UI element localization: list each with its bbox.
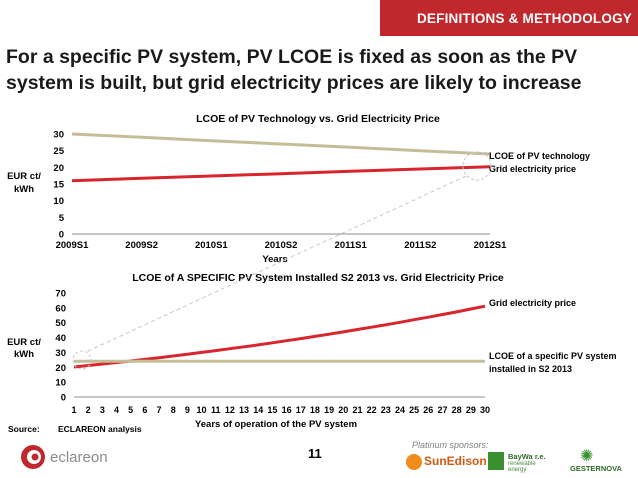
y-tick-label: 5: [59, 213, 65, 224]
x-tick-label: 27: [437, 405, 447, 415]
series-line: [71, 165, 491, 183]
y-tick-label: 0: [61, 393, 66, 404]
chart-title: LCOE of PV Technology vs. Grid Electrici…: [196, 113, 440, 125]
y-tick-label: 20: [55, 363, 66, 374]
x-tick-label: 21: [352, 405, 362, 415]
x-tick-label: 26: [423, 405, 433, 415]
y-axis-label: EUR ct/: [7, 337, 41, 348]
x-tick-label: 16: [282, 405, 292, 415]
series-label: Grid electricity price: [489, 164, 576, 174]
x-tick-label: 14: [253, 405, 263, 415]
x-tick-label: 2009S2: [125, 240, 158, 251]
eclareon-logo-text: eclareon: [50, 449, 108, 466]
y-tick-label: 20: [53, 163, 64, 174]
section-banner: DEFINITIONS & METHODOLOGY: [380, 0, 638, 36]
baywa-logo-text: BayWa r.e.: [508, 452, 546, 461]
x-tick-label: 13: [239, 405, 249, 415]
eclareon-logo: eclareon: [20, 444, 130, 474]
x-tick-label: 12: [225, 405, 235, 415]
y-tick-label: 50: [55, 318, 66, 329]
series-line: [71, 132, 491, 156]
x-tick-label: 17: [296, 405, 306, 415]
x-tick-label: 7: [157, 405, 162, 415]
baywa-logo-subtext: renewable energy: [508, 461, 536, 473]
series-label: installed in S2 2013: [489, 364, 572, 374]
series-label: LCOE of a specific PV system: [489, 351, 617, 361]
x-tick-label: 22: [367, 405, 377, 415]
page-title: For a specific PV system, PV LCOE is fix…: [6, 46, 582, 94]
x-axis-label: Years of operation of the PV system: [195, 419, 357, 430]
series-label: Grid electricity price: [489, 298, 576, 308]
x-tick-label: 8: [171, 405, 176, 415]
star-icon: ✺: [580, 448, 594, 465]
x-tick-label: 25: [409, 405, 419, 415]
source-value: ECLAREON analysis: [58, 424, 142, 434]
y-tick-label: 15: [53, 180, 64, 191]
x-tick-label: 11: [211, 405, 221, 415]
x-axis-label: Years: [262, 254, 287, 265]
chart-title: LCOE of A SPECIFIC PV System Installed S…: [132, 272, 504, 284]
x-tick-label: 18: [310, 405, 320, 415]
eclareon-mark-icon: [21, 445, 45, 469]
y-tick-label: 60: [55, 303, 66, 314]
x-tick-label: 24: [395, 405, 405, 415]
series-line: [73, 304, 486, 369]
x-tick-label: 10: [197, 405, 207, 415]
x-tick-label: 23: [381, 405, 391, 415]
x-tick-label: 28: [452, 405, 462, 415]
x-tick-label: 2010S1: [195, 240, 228, 251]
x-tick-label: 2011S2: [404, 240, 436, 251]
sun-icon: [406, 454, 422, 470]
source-label: Source:: [8, 424, 40, 434]
x-tick-label: 30: [480, 405, 490, 415]
sunedison-logo: SunEdison: [406, 452, 487, 472]
leaf-icon: [488, 452, 504, 470]
y-tick-label: 30: [55, 348, 66, 359]
x-tick-label: 2012S1: [474, 240, 507, 251]
x-tick-label: 3: [100, 405, 105, 415]
gesternova-logo-text: GESTERNOVA: [570, 464, 622, 473]
series-label: LCOE of PV technology: [489, 151, 590, 161]
baywa-logo: BayWa r.e. renewable energy: [488, 452, 552, 473]
highlight-circle: [72, 350, 92, 370]
sunedison-logo-text: SunEdison: [424, 454, 487, 468]
highlight-circle: [462, 151, 492, 181]
x-tick-label: 19: [324, 405, 334, 415]
x-tick-label: 5: [128, 405, 133, 415]
y-tick-label: 25: [53, 146, 64, 157]
x-tick-label: 15: [267, 405, 277, 415]
y-axis-label: kWh: [14, 349, 34, 360]
x-tick-label: 4: [114, 405, 119, 415]
y-axis-label: EUR ct/: [7, 171, 41, 182]
y-tick-label: 40: [55, 333, 66, 344]
x-tick-label: 2009S1: [56, 240, 89, 251]
x-tick-label: 2011S1: [335, 240, 368, 251]
x-tick-label: 6: [142, 405, 147, 415]
y-tick-label: 70: [55, 289, 66, 300]
y-axis-label: kWh: [14, 184, 34, 195]
x-tick-label: 2: [86, 405, 91, 415]
x-tick-label: 29: [466, 405, 476, 415]
y-tick-label: 30: [53, 130, 64, 141]
section-label: DEFINITIONS & METHODOLOGY: [416, 10, 632, 26]
y-tick-label: 10: [53, 196, 64, 207]
x-tick-label: 1: [71, 405, 76, 415]
x-tick-label: 2010S2: [265, 240, 298, 251]
x-tick-label: 9: [185, 405, 190, 415]
sponsors-label: Platinum sponsors:: [412, 440, 489, 450]
gesternova-logo: ✺ GESTERNOVA: [570, 448, 634, 474]
y-tick-label: 10: [55, 378, 66, 389]
y-tick-label: 0: [59, 230, 64, 241]
page-number: 11: [308, 446, 322, 461]
x-tick-label: 20: [338, 405, 348, 415]
